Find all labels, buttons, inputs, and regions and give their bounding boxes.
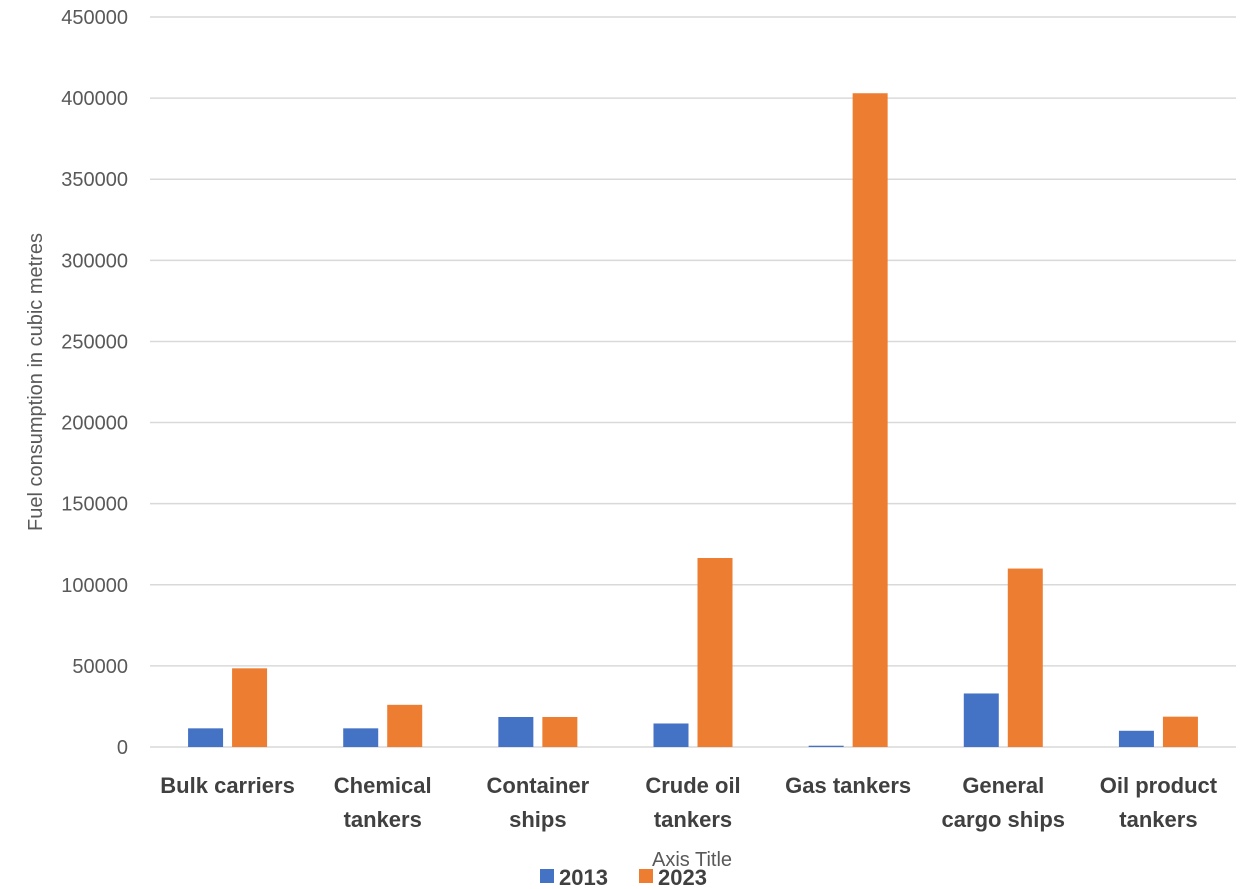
x-axis-categories: Bulk carriers Chemical tankers Container shi… bbox=[160, 773, 1217, 832]
x-category-label: cargo ships bbox=[942, 807, 1065, 832]
gridlines bbox=[150, 16, 1236, 748]
legend-swatch-2013 bbox=[540, 869, 554, 883]
x-category-label: tankers bbox=[1119, 807, 1197, 832]
legend-label-2023: 2023 bbox=[658, 865, 707, 889]
bar-2023-1 bbox=[387, 704, 423, 747]
x-category-label: Crude oil bbox=[645, 773, 740, 798]
y-axis-title: Fuel consumption in cubic metres bbox=[25, 233, 47, 531]
bar-2013-1 bbox=[343, 728, 379, 747]
y-tick-label: 200000 bbox=[61, 413, 128, 435]
y-tick-label: 100000 bbox=[61, 575, 128, 597]
bar-2023-2 bbox=[542, 716, 578, 747]
x-category-label: Chemical bbox=[334, 773, 432, 798]
x-axis-title: Axis Title bbox=[652, 849, 732, 871]
bar-2013-2 bbox=[498, 716, 534, 747]
x-category-label: tankers bbox=[654, 807, 732, 832]
bars bbox=[188, 93, 1198, 747]
x-category-label: Container bbox=[487, 773, 590, 798]
bar-2023-3 bbox=[697, 558, 733, 747]
x-category-label: Oil product bbox=[1100, 773, 1218, 798]
y-tick-label: 450000 bbox=[61, 7, 128, 29]
x-category-label: ships bbox=[509, 807, 566, 832]
bar-2013-0 bbox=[188, 728, 224, 747]
bar-2013-4 bbox=[808, 745, 844, 747]
y-tick-label: 50000 bbox=[72, 656, 128, 678]
x-category-label: Bulk carriers bbox=[160, 773, 295, 798]
bar-2023-0 bbox=[232, 668, 268, 747]
y-tick-label: 350000 bbox=[61, 169, 128, 191]
bar-2013-6 bbox=[1118, 730, 1154, 747]
legend: 2013 2023 bbox=[540, 865, 707, 889]
y-tick-label: 300000 bbox=[61, 250, 128, 272]
x-category-label: Gas tankers bbox=[785, 773, 911, 798]
bar-2023-6 bbox=[1162, 716, 1198, 747]
y-axis-ticks: 0 50000 100000 150000 200000 250000 300000 3500… bbox=[61, 7, 128, 759]
y-tick-label: 150000 bbox=[61, 494, 128, 516]
legend-label-2013: 2013 bbox=[559, 865, 608, 889]
bar-2013-3 bbox=[653, 723, 689, 747]
y-tick-label: 250000 bbox=[61, 331, 128, 353]
bar-2013-5 bbox=[963, 693, 999, 747]
legend-swatch-2023 bbox=[639, 869, 653, 883]
x-category-label: tankers bbox=[344, 807, 422, 832]
x-category-label: General bbox=[962, 773, 1044, 798]
y-tick-label: 0 bbox=[117, 737, 128, 759]
bar-2023-5 bbox=[1007, 568, 1043, 747]
y-tick-label: 400000 bbox=[61, 88, 128, 110]
bar-2023-4 bbox=[852, 93, 888, 747]
